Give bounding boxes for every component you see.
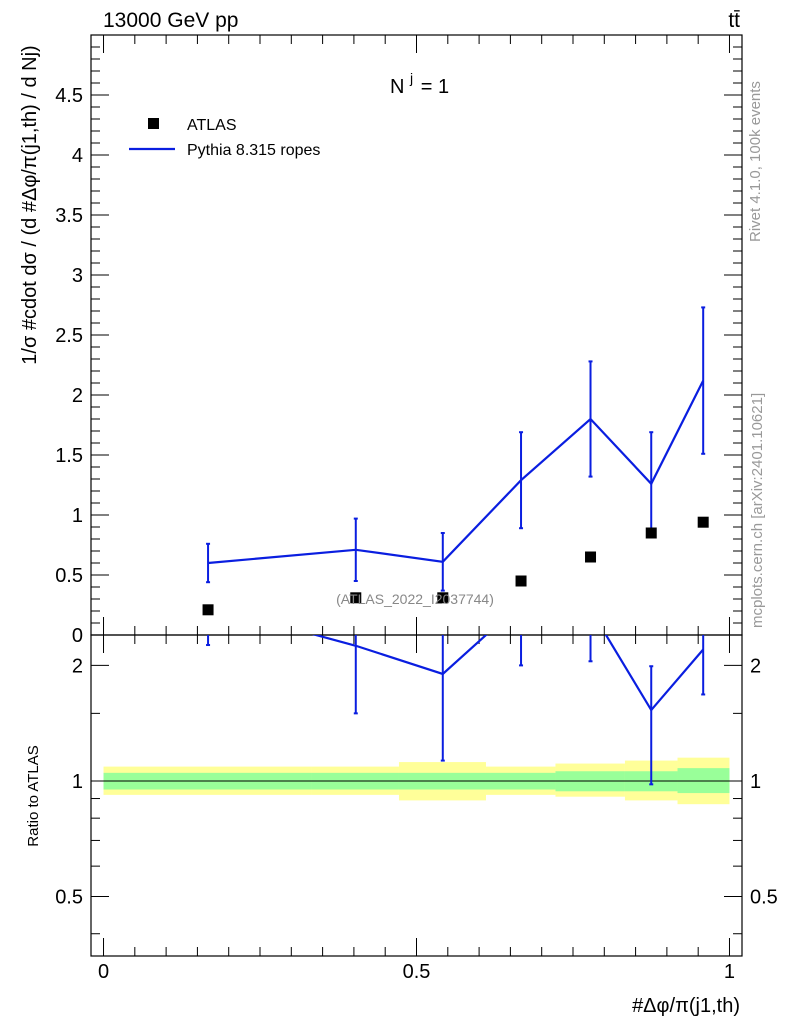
mcplots-label: mcplots.cern.ch [arXiv:2401.10621]	[749, 393, 766, 628]
x-axis-label: #Δφ/π(j1,th)	[632, 995, 740, 1017]
data-point	[697, 516, 709, 528]
data-point	[202, 604, 214, 616]
axis-ticks: 0 0.5 1 1.5 2 2.5 3 3.5 4 4.5 0.5 0.5 1 1 2 2 0 0.5 1	[55, 35, 778, 983]
main-ytick-label: 1	[72, 505, 83, 527]
xtick-label: 0	[98, 961, 109, 983]
legend-mc-label: Pythia 8.315 ropes	[187, 142, 320, 159]
main-ytick-label: 4.5	[55, 85, 83, 107]
ratio-mc-line	[311, 635, 705, 712]
main-ytick-label: 2.5	[55, 325, 83, 347]
energy-label: 13000 GeV pp	[103, 9, 238, 32]
y-axis-ratio-label: Ratio to ATLAS	[25, 745, 42, 846]
mc-series-main	[206, 306, 706, 592]
data-series-main	[202, 516, 709, 616]
main-ytick-label: 0	[72, 625, 83, 647]
data-point	[515, 575, 527, 587]
legend: ATLAS Pythia 8.315 ropes	[129, 117, 320, 159]
mc-line	[207, 380, 705, 565]
legend-data-label: ATLAS	[187, 117, 237, 134]
main-ytick-label: 0.5	[55, 565, 83, 587]
data-point	[585, 551, 597, 563]
xtick-label: 0.5	[403, 961, 431, 983]
data-point	[437, 592, 449, 604]
ratio-ytick-label-left: 1	[72, 771, 83, 793]
ratio-ytick-label-right: 0.5	[750, 887, 778, 909]
ratio-ytick-label-left: 0.5	[55, 887, 83, 909]
multiplicity-sup: j	[409, 70, 413, 86]
y-axis-main-label: 1/σ #cdot dσ / (d #Δφ/π(j1,th) / d Nj)	[19, 45, 41, 364]
process-label: tt̄	[728, 9, 740, 32]
rivet-label: Rivet 4.1.0, 100k events	[747, 81, 764, 242]
main-ytick-label: 2	[72, 385, 83, 407]
ratio-ytick-label-right: 1	[750, 771, 761, 793]
multiplicity-value: = 1	[421, 76, 449, 98]
data-point	[350, 592, 362, 604]
main-ytick-label: 4	[72, 145, 83, 167]
multiplicity-label: N	[390, 76, 404, 98]
multiplicity-title: N j = 1	[390, 66, 449, 98]
data-point	[645, 527, 657, 539]
ratio-ytick-label-right: 2	[750, 655, 761, 677]
analysis-tag: (ATLAS_2022_I2037744)	[336, 591, 494, 607]
main-ytick-label: 3	[72, 265, 83, 287]
main-ytick-label: 3.5	[55, 205, 83, 227]
xtick-label: 1	[724, 961, 735, 983]
main-ytick-label: 1.5	[55, 445, 83, 467]
mc-series-ratio	[206, 635, 706, 786]
legend-data-marker	[148, 118, 159, 129]
ratio-ytick-label-left: 2	[72, 655, 83, 677]
